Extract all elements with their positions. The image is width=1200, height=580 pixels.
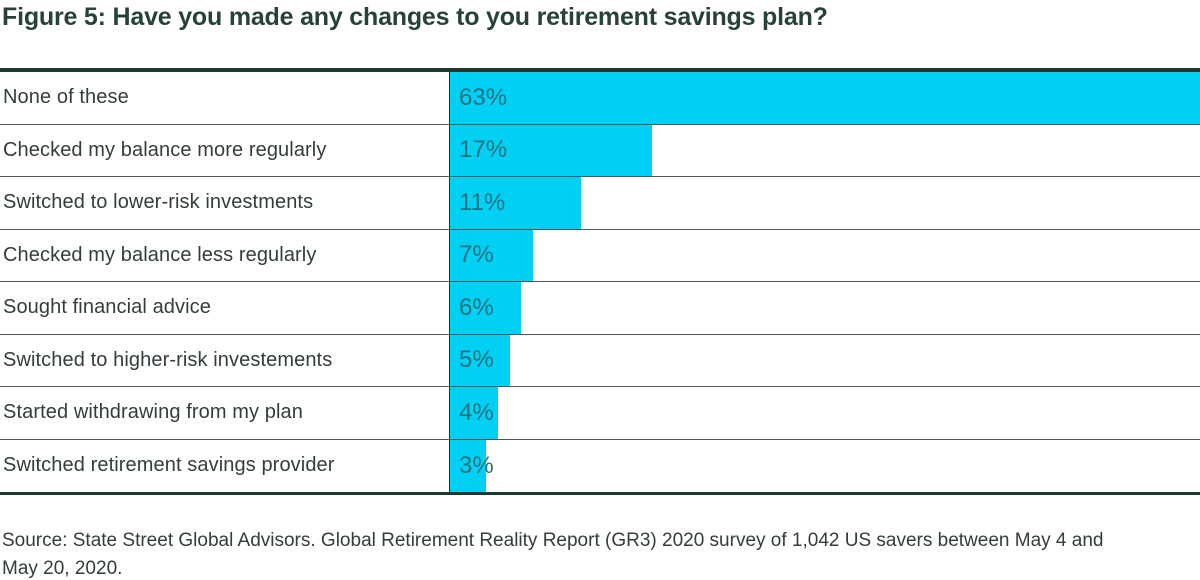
chart-row: Checked my balance more regularly 17% [0,124,1200,177]
row-label: Checked my balance more regularly [0,124,450,176]
row-label: Checked my balance less regularly [0,229,450,281]
source-note: Source: State Street Global Advisors. Gl… [2,530,1104,579]
bar-area: 4% [450,387,1200,439]
bar-value: 6% [459,293,494,321]
bar-value: 4% [459,398,494,426]
bar-area: 63% [450,72,1200,124]
chart-row: Checked my balance less regularly 7% [0,229,1200,282]
row-label: Switched to lower-risk investments [0,177,450,229]
row-label: Sought financial advice [0,282,450,334]
bar-area: 6% [450,282,1200,334]
bar-area: 11% [450,177,1200,229]
bar-area: 5% [450,334,1200,386]
row-label: None of these [0,72,450,124]
bar-chart: None of these 63% Checked my balance mor… [0,68,1200,495]
chart-row: Sought financial advice 6% [0,282,1200,335]
bar [450,282,522,334]
chart-row: Switched to lower-risk investments 11% [0,177,1200,230]
chart-row: Started withdrawing from my plan 4% [0,387,1200,440]
chart-row: Switched retirement savings provider 3% [0,439,1200,492]
bar [450,177,581,229]
figure-title: Figure 5: Have you made any changes to y… [2,3,828,31]
bar [450,439,486,492]
bar-value: 3% [459,451,494,479]
bar-value: 5% [459,346,494,374]
chart-row: None of these 63% [0,72,1200,125]
bar-area: 3% [450,439,1200,492]
bar-value: 11% [459,188,506,216]
bar-area: 7% [450,229,1200,281]
bar-value: 17% [459,136,508,164]
row-label: Switched to higher-risk investements [0,334,450,386]
bar-value: 7% [459,241,494,269]
chart-row: Switched to higher-risk investements 5% [0,334,1200,387]
row-label: Switched retirement savings provider [0,439,450,492]
bar [450,124,653,176]
row-label: Started withdrawing from my plan [0,387,450,439]
bar [450,229,534,281]
bar-value: 63% [459,83,508,111]
bar-area: 17% [450,124,1200,176]
bar [450,72,1200,124]
bar [450,387,498,439]
bar [450,334,510,386]
